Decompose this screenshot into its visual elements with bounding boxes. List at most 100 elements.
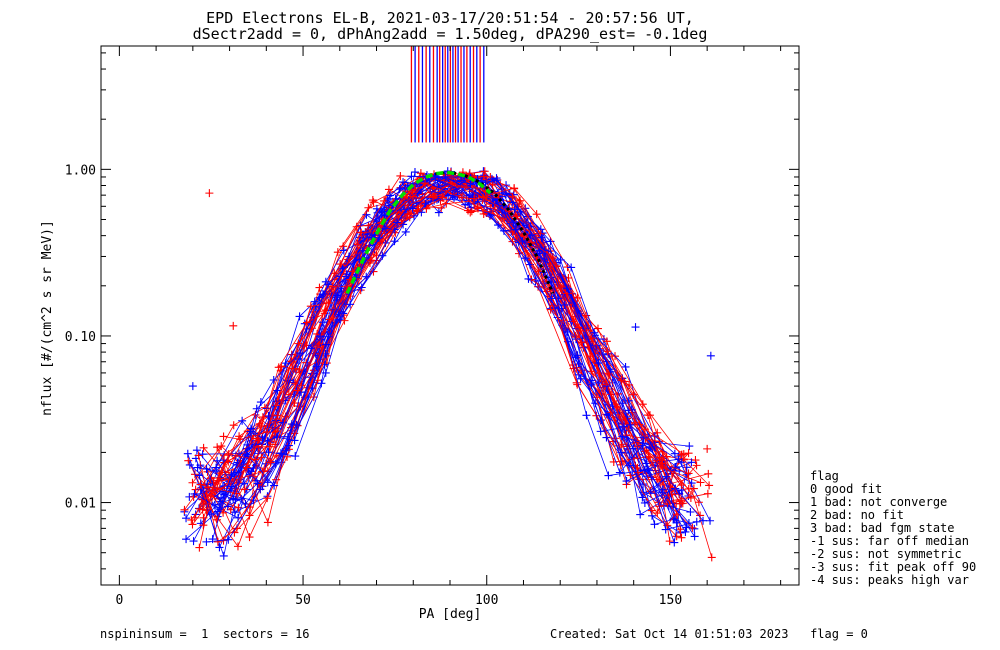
data-point <box>199 499 208 508</box>
data-point <box>253 479 262 488</box>
data-point <box>234 513 243 522</box>
legend-title: flag <box>810 469 839 483</box>
data-point <box>687 458 696 467</box>
data-line <box>200 174 680 499</box>
data-point <box>282 446 291 455</box>
data-point <box>532 210 541 219</box>
data-point <box>602 337 611 346</box>
data-point <box>487 174 496 183</box>
data-point <box>293 355 302 364</box>
data-point <box>682 463 691 472</box>
data-point <box>594 359 603 368</box>
data-point <box>625 461 634 470</box>
data-point <box>464 206 473 215</box>
legend-item-0: 0 good fit <box>810 482 883 496</box>
data-point <box>705 481 714 490</box>
data-point <box>264 448 273 457</box>
data-point <box>284 441 293 450</box>
data-line <box>206 195 677 523</box>
data-point <box>442 199 451 208</box>
data-point <box>358 246 367 255</box>
data-point <box>293 386 302 395</box>
data-point <box>622 477 631 486</box>
data-point <box>180 505 189 514</box>
data-point <box>658 485 667 494</box>
data-point <box>562 284 571 293</box>
data-point <box>291 452 300 461</box>
data-point <box>485 211 494 220</box>
data-point <box>278 418 287 427</box>
data-point <box>679 450 688 459</box>
data-point <box>548 253 557 262</box>
y-tick-label: 0.10 <box>65 330 96 345</box>
data-point <box>650 520 659 529</box>
data-point <box>665 537 674 546</box>
data-point <box>256 485 265 494</box>
data-point <box>699 516 708 525</box>
data-point <box>618 432 627 441</box>
legend-item-2: 2 bad: no fit <box>810 508 904 522</box>
data-point <box>467 207 476 216</box>
data-point <box>434 208 443 217</box>
data-point <box>619 422 628 431</box>
data-point <box>647 506 656 515</box>
data-point <box>220 458 229 467</box>
data-point <box>690 532 699 541</box>
data-point <box>368 196 377 205</box>
data-line <box>199 178 701 510</box>
data-point <box>246 427 255 436</box>
data-point <box>582 411 591 420</box>
data-point <box>374 233 383 242</box>
data-point <box>492 176 501 185</box>
data-point <box>189 537 198 546</box>
data-line <box>185 181 686 540</box>
data-point <box>208 535 217 544</box>
data-point <box>183 449 192 458</box>
fit-curve-black <box>435 170 555 294</box>
data-point <box>378 251 387 260</box>
data-point <box>188 478 197 487</box>
data-line <box>198 176 676 515</box>
data-point <box>190 489 199 498</box>
data-point <box>672 532 681 541</box>
data-point <box>233 542 242 551</box>
footer-right: Created: Sat Oct 14 01:51:03 2023 flag =… <box>550 627 868 641</box>
data-point <box>677 481 686 490</box>
data-point <box>602 377 611 386</box>
data-point <box>640 465 649 474</box>
data-point <box>587 334 596 343</box>
data-point <box>224 535 233 544</box>
axes: 0 50 100 150 0.01 0.10 1.00 <box>65 46 799 608</box>
data-point <box>407 172 416 181</box>
data-point <box>547 294 556 303</box>
data-point <box>184 456 193 465</box>
data-point <box>691 456 700 465</box>
data-point <box>202 537 211 546</box>
data-point <box>703 489 712 498</box>
data-point <box>537 233 546 242</box>
data-point <box>473 203 482 212</box>
data-point <box>685 442 694 451</box>
legend-item-7: -4 sus: peaks high var <box>810 573 969 587</box>
data-point <box>450 193 459 202</box>
data-point <box>572 378 581 387</box>
data-point <box>229 321 238 330</box>
data-point <box>195 543 204 552</box>
data-point <box>672 518 681 527</box>
data-point <box>678 499 687 508</box>
data-point <box>404 201 413 210</box>
data-point <box>240 479 249 488</box>
data-point <box>408 204 417 213</box>
data-point <box>428 193 437 202</box>
data-point <box>510 184 519 193</box>
data-point <box>461 183 470 192</box>
data-point <box>621 362 630 371</box>
data-point <box>681 527 690 536</box>
data-point <box>192 446 201 455</box>
data-point <box>677 533 686 542</box>
data-point <box>638 493 647 502</box>
data-point <box>257 453 266 462</box>
data-point <box>219 551 228 560</box>
x-axis-label: PA [deg] <box>419 607 482 622</box>
